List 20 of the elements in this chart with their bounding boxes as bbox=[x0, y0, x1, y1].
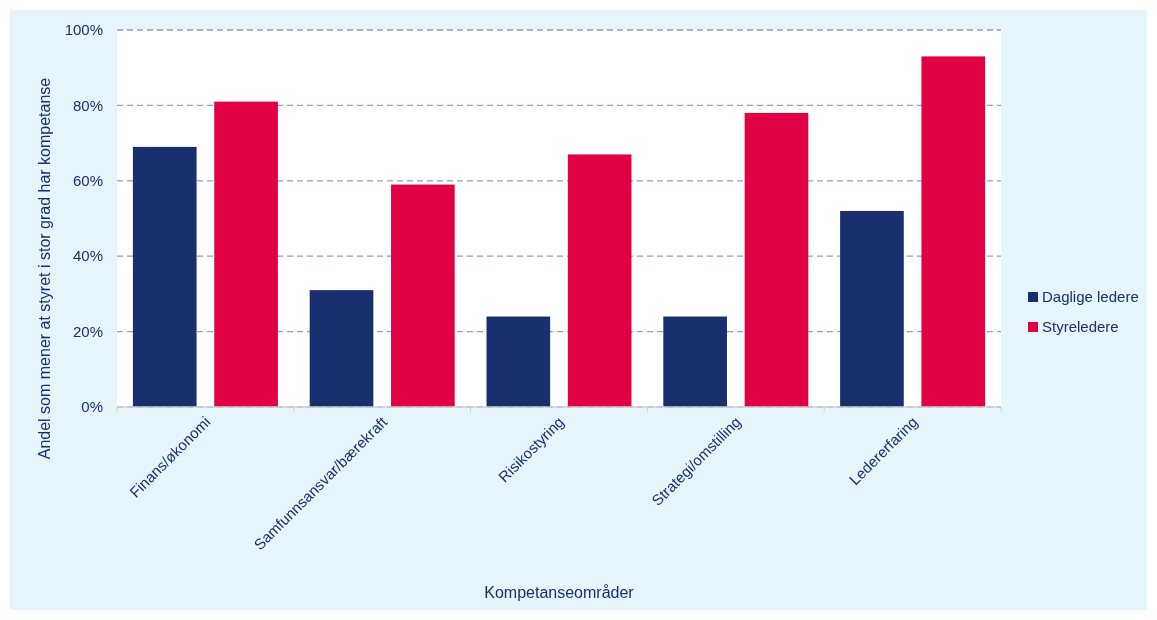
bar bbox=[391, 184, 455, 407]
y-tick-label: 0% bbox=[81, 398, 103, 416]
y-tick-label: 100% bbox=[64, 21, 103, 39]
y-axis-title: Andel som mener at styret i stor grad har kompetanse bbox=[36, 77, 53, 460]
y-tick-label: 40% bbox=[72, 247, 103, 265]
bar bbox=[921, 56, 986, 407]
y-tick-label: 80% bbox=[72, 96, 103, 114]
bar bbox=[486, 316, 551, 407]
y-tick-label: 60% bbox=[72, 172, 103, 190]
bar bbox=[132, 146, 197, 407]
bar bbox=[567, 154, 632, 407]
bar bbox=[663, 316, 727, 407]
bar bbox=[214, 101, 278, 407]
bar bbox=[840, 210, 904, 407]
bar bbox=[744, 112, 809, 407]
legend-label: Daglige ledere bbox=[1042, 288, 1139, 306]
x-axis-title: Kompetanseområder bbox=[484, 584, 635, 601]
legend-label: Styreledere bbox=[1042, 318, 1119, 336]
bar bbox=[309, 290, 374, 407]
y-tick-label: 20% bbox=[72, 322, 103, 340]
